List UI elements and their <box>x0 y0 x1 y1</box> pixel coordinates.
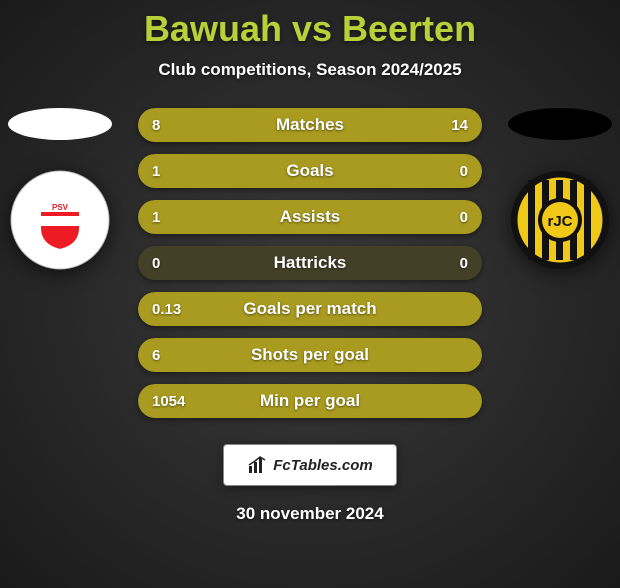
stat-row: 0.13Goals per match <box>138 292 482 326</box>
chart-icon <box>247 454 269 476</box>
brand-box[interactable]: FcTables.com <box>223 444 397 486</box>
stat-label: Hattricks <box>138 253 482 273</box>
main-row: PSV 8Matches141Goals01Assists00Hattricks… <box>0 108 620 430</box>
svg-text:rJC: rJC <box>547 213 572 230</box>
right-player-col: rJC <box>508 108 612 270</box>
stat-value-left: 1054 <box>152 393 185 410</box>
roda-badge-icon: rJC <box>510 170 610 270</box>
stat-value-right: 14 <box>451 117 468 134</box>
stat-value-left: 1 <box>152 209 160 226</box>
stat-value-left: 1 <box>152 163 160 180</box>
left-player-col: PSV <box>8 108 112 270</box>
stat-value-left: 0.13 <box>152 301 181 318</box>
psv-badge-icon: PSV <box>10 170 110 270</box>
stat-row: 8Matches14 <box>138 108 482 142</box>
stat-value-right: 0 <box>460 209 468 226</box>
club-logo-right: rJC <box>510 170 610 270</box>
stat-row: 6Shots per goal <box>138 338 482 372</box>
stat-value-left: 8 <box>152 117 160 134</box>
stat-row: 0Hattricks0 <box>138 246 482 280</box>
stat-value-left: 0 <box>152 255 160 272</box>
stat-row: 1Assists0 <box>138 200 482 234</box>
stat-value-right: 0 <box>460 255 468 272</box>
svg-text:PSV: PSV <box>52 203 69 212</box>
comparison-subtitle: Club competitions, Season 2024/2025 <box>0 60 620 80</box>
brand-label: FcTables.com <box>273 457 372 474</box>
stat-row: 1Goals0 <box>138 154 482 188</box>
stat-value-right: 0 <box>460 163 468 180</box>
stats-column: 8Matches141Goals01Assists00Hattricks00.1… <box>138 108 482 430</box>
club-logo-left: PSV <box>10 170 110 270</box>
stat-value-left: 6 <box>152 347 160 364</box>
comparison-title: Bawuah vs Beerten <box>0 8 620 50</box>
comparison-date: 30 november 2024 <box>0 504 620 524</box>
player-oval-right <box>508 108 612 140</box>
player-oval-left <box>8 108 112 140</box>
stat-row: 1054Min per goal <box>138 384 482 418</box>
